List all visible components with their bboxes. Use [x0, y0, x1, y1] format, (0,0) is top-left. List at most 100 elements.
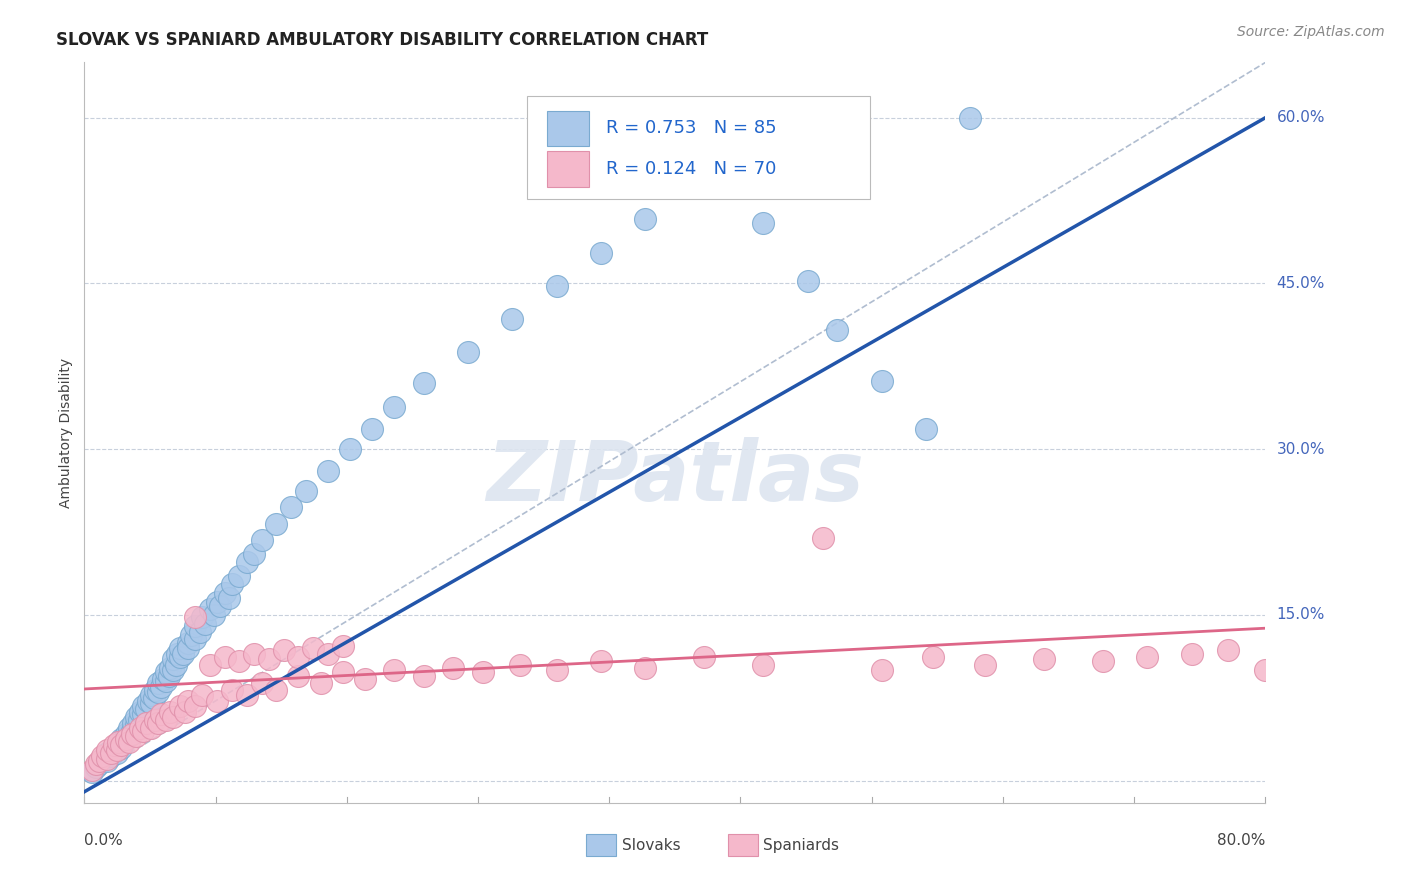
Point [121, 727, 143, 741]
Point [266, 683, 288, 698]
Point [96, 743, 118, 757]
Point [107, 739, 129, 753]
Point [135, 702, 157, 716]
Point [207, 595, 229, 609]
Point [472, 665, 495, 680]
Point [91, 751, 114, 765]
Point [228, 569, 250, 583]
Point [118, 735, 141, 749]
Point [177, 641, 200, 656]
Point [177, 694, 200, 708]
Point [96, 751, 118, 765]
Point [221, 577, 243, 591]
Point [177, 635, 200, 649]
Point [546, 663, 568, 677]
Point [159, 705, 181, 719]
Point [136, 694, 159, 708]
Text: R = 0.753   N = 85: R = 0.753 N = 85 [606, 119, 778, 136]
Point [1181, 647, 1204, 661]
Point [1254, 663, 1277, 677]
Point [413, 669, 436, 683]
Point [110, 740, 132, 755]
Point [96, 746, 118, 760]
Point [266, 517, 288, 532]
Point [91, 749, 114, 764]
Point [443, 661, 465, 675]
Point [103, 739, 125, 753]
Point [184, 698, 207, 713]
Point [214, 586, 236, 600]
Point [159, 661, 181, 675]
Point [148, 685, 170, 699]
Point [827, 323, 849, 337]
Point [139, 697, 162, 711]
Point [125, 709, 148, 723]
Point [103, 743, 125, 757]
Text: SLOVAK VS SPANIARD AMBULATORY DISABILITY CORRELATION CHART: SLOVAK VS SPANIARD AMBULATORY DISABILITY… [56, 31, 709, 49]
Y-axis label: Ambulatory Disability: Ambulatory Disability [59, 358, 73, 508]
Point [591, 245, 613, 260]
Point [693, 649, 716, 664]
Point [250, 533, 273, 547]
Point [228, 654, 250, 668]
Point [280, 500, 302, 514]
Point [87, 754, 111, 768]
Point [169, 698, 191, 713]
Bar [728, 834, 758, 856]
Point [811, 531, 834, 545]
Point [162, 663, 184, 677]
Point [221, 683, 243, 698]
Bar [547, 152, 589, 186]
Point [316, 647, 339, 661]
Point [339, 442, 361, 457]
Point [166, 647, 188, 661]
Point [295, 484, 318, 499]
Point [752, 657, 775, 672]
Point [169, 641, 191, 656]
Point [100, 749, 122, 764]
Point [191, 688, 214, 702]
Point [184, 619, 207, 633]
Point [332, 639, 354, 653]
Point [915, 422, 938, 436]
Point [80, 764, 103, 779]
Text: Source: ZipAtlas.com: Source: ZipAtlas.com [1237, 25, 1385, 39]
Point [132, 707, 155, 722]
Point [162, 652, 184, 666]
Text: ZIPatlas: ZIPatlas [486, 436, 863, 517]
Point [118, 721, 141, 735]
Point [132, 723, 155, 738]
Point [797, 274, 820, 288]
Point [184, 632, 207, 647]
Text: 30.0%: 30.0% [1277, 442, 1324, 457]
Point [105, 743, 128, 757]
Point [172, 647, 194, 661]
Point [114, 727, 136, 741]
Point [135, 716, 157, 731]
Point [157, 669, 180, 683]
Point [155, 713, 177, 727]
Point [752, 216, 775, 230]
Point [634, 212, 657, 227]
Point [125, 730, 148, 744]
Point [457, 345, 479, 359]
Point [870, 663, 893, 677]
Point [155, 665, 177, 680]
Bar [547, 111, 589, 146]
Point [501, 311, 523, 326]
Point [214, 649, 236, 664]
Point [287, 669, 309, 683]
Point [332, 665, 354, 680]
Point [155, 674, 177, 689]
Point [142, 690, 165, 705]
Text: Slovaks: Slovaks [621, 838, 681, 853]
Point [110, 731, 132, 746]
Point [165, 657, 187, 672]
Text: 0.0%: 0.0% [84, 833, 124, 848]
Point [546, 278, 568, 293]
Point [107, 735, 129, 749]
Point [959, 111, 981, 125]
Point [257, 652, 280, 666]
Point [1033, 652, 1056, 666]
Point [870, 374, 893, 388]
